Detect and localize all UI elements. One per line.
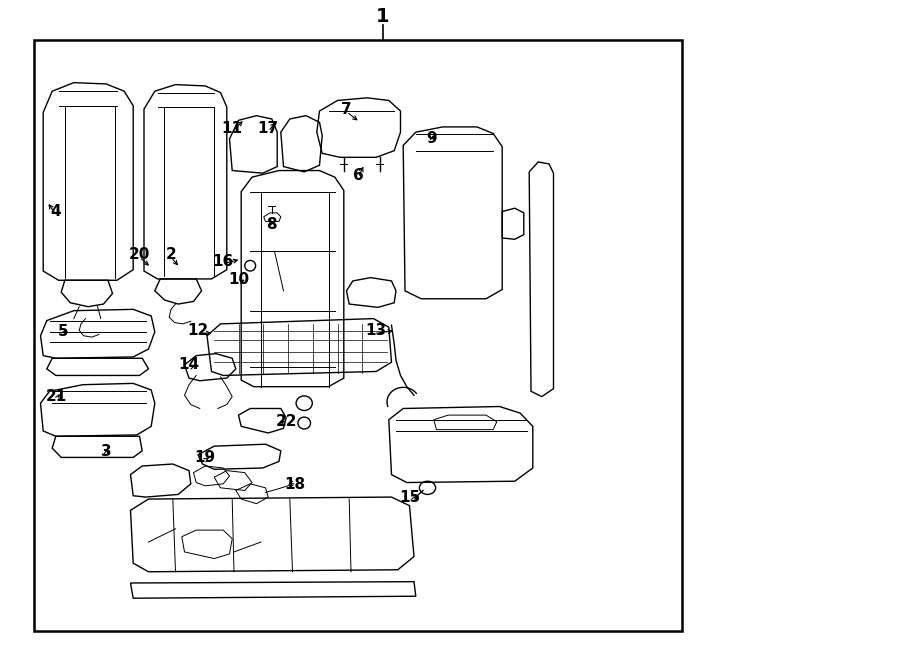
Text: 18: 18 bbox=[284, 477, 306, 492]
Text: 4: 4 bbox=[50, 204, 61, 219]
Text: 10: 10 bbox=[228, 272, 249, 287]
Text: 22: 22 bbox=[275, 414, 297, 429]
Text: 15: 15 bbox=[399, 490, 420, 504]
Text: 19: 19 bbox=[194, 450, 216, 465]
Text: 9: 9 bbox=[427, 132, 437, 146]
Text: 7: 7 bbox=[341, 102, 352, 116]
Text: 12: 12 bbox=[187, 323, 209, 338]
Text: 1: 1 bbox=[375, 7, 390, 26]
Text: 16: 16 bbox=[212, 254, 234, 268]
Text: 17: 17 bbox=[257, 122, 279, 136]
Text: 2: 2 bbox=[166, 247, 176, 262]
Text: 14: 14 bbox=[178, 358, 200, 372]
Text: 3: 3 bbox=[101, 444, 112, 459]
Text: 20: 20 bbox=[129, 247, 150, 262]
Text: 13: 13 bbox=[365, 323, 387, 338]
Text: 5: 5 bbox=[58, 325, 68, 339]
Bar bbox=[34, 40, 682, 631]
Text: 11: 11 bbox=[221, 122, 243, 136]
Text: 8: 8 bbox=[266, 217, 277, 232]
Text: 6: 6 bbox=[353, 168, 364, 182]
Text: 21: 21 bbox=[46, 389, 68, 404]
